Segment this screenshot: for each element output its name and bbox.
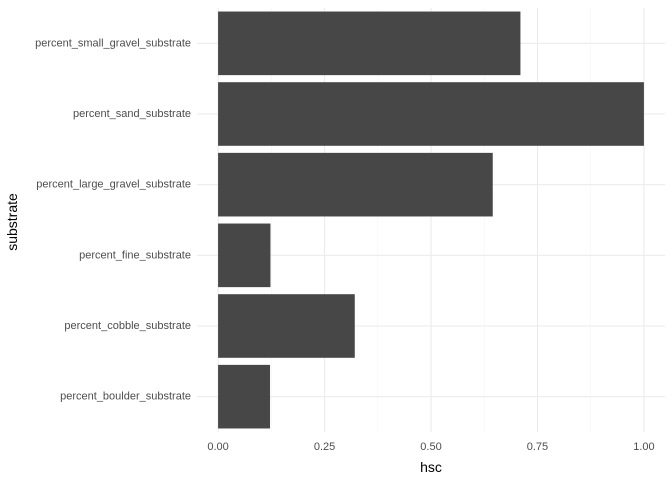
bar — [218, 294, 355, 358]
bar — [218, 82, 644, 146]
bar-layer — [218, 11, 644, 429]
x-tick-labels: 0.00 0.25 0.50 0.75 1.00 — [207, 441, 654, 453]
bar — [218, 223, 271, 288]
y-tick-label: percent_large_gravel_substrate — [36, 179, 191, 191]
y-tick-label: percent_sand_substrate — [73, 108, 191, 120]
y-axis-title: substrate — [4, 193, 20, 251]
y-tick-label: percent_fine_substrate — [79, 249, 191, 261]
bar — [218, 364, 271, 429]
x-tick-label: 0.25 — [314, 441, 335, 453]
x-tick-label: 1.00 — [633, 441, 654, 453]
x-tick-label: 0.00 — [207, 441, 228, 453]
bar — [218, 11, 521, 76]
y-tick-label: percent_boulder_substrate — [60, 391, 191, 403]
y-tick-label: percent_small_gravel_substrate — [35, 37, 191, 49]
x-tick-label: 0.50 — [420, 441, 441, 453]
y-tick-label: percent_cobble_substrate — [64, 320, 191, 332]
bar — [218, 152, 493, 217]
x-axis-title: hsc — [420, 459, 442, 475]
x-tick-label: 0.75 — [527, 441, 548, 453]
y-tick-labels: percent_small_gravel_substrate percent_sa… — [35, 37, 191, 402]
